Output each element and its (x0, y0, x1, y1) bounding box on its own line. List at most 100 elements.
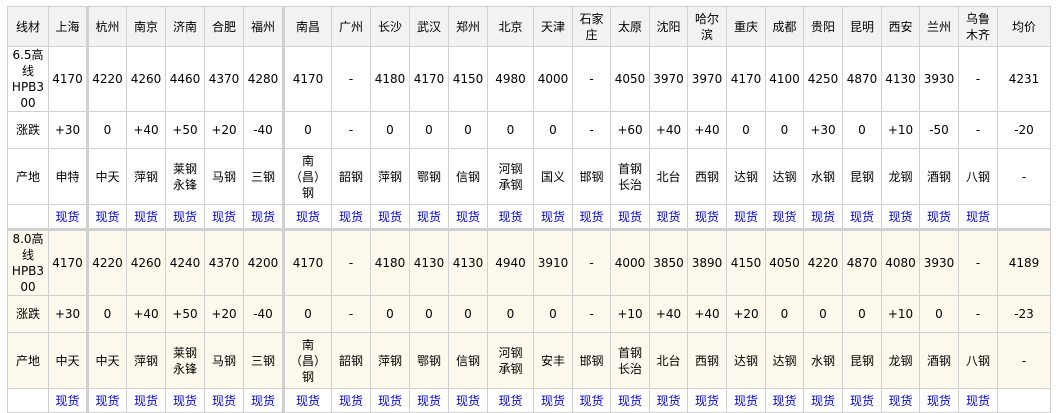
price-row: 8.0高 线HPB3 00 4170 4220 4260 4240 4370 4200 417… (7, 228, 1051, 296)
spot-price-link[interactable]: 现货 (172, 209, 197, 224)
price-cell: 4189 (997, 228, 1051, 296)
spot-price-link[interactable]: 现货 (733, 209, 758, 224)
link-cell: 现货 (409, 204, 449, 230)
spot-price-link[interactable]: 现货 (295, 393, 320, 408)
header-row: 线材 上海 杭州 南京 济南 合肥 福州 南昌 广州 长沙 武汉 郑州 北京 天津 石家 庄太原 沈阳 哈尔 滨… (7, 6, 1051, 47)
header-city: 兰州 (919, 6, 959, 47)
origin-cell: 萍钢 (126, 148, 166, 205)
spot-price-link[interactable]: 现货 (965, 393, 990, 408)
spot-price-link[interactable]: 现货 (694, 393, 719, 408)
link-cell: 现货 (165, 388, 205, 413)
spot-price-link[interactable]: 现货 (250, 209, 275, 224)
price-cell: 3970 (649, 46, 688, 112)
link-cell: 现货 (533, 388, 573, 413)
change-cell: 0 (803, 295, 843, 333)
spot-price-link[interactable]: 现货 (617, 209, 642, 224)
link-cell: 现货 (204, 388, 244, 413)
price-cell: 4050 (765, 228, 804, 296)
header-city: 南昌 (282, 6, 332, 47)
header-city: 上海 (48, 6, 88, 47)
spot-price-link[interactable]: 现货 (540, 209, 565, 224)
spot-price-link[interactable]: 现货 (55, 393, 80, 408)
spot-price-link[interactable]: 现货 (211, 209, 236, 224)
link-cell (997, 388, 1051, 413)
spot-price-link[interactable]: 现货 (579, 209, 604, 224)
spot-price-link[interactable]: 现货 (498, 209, 523, 224)
spot-price-link[interactable]: 现货 (810, 393, 835, 408)
spot-price-link[interactable]: 现货 (377, 393, 402, 408)
spot-price-link[interactable]: 现货 (455, 393, 480, 408)
spot-price-link[interactable]: 现货 (540, 393, 565, 408)
spot-price-link[interactable]: 现货 (416, 209, 441, 224)
spot-price-link[interactable]: 现货 (295, 209, 320, 224)
spot-price-link[interactable]: 现货 (656, 209, 681, 224)
spot-price-link[interactable]: 现货 (95, 209, 120, 224)
spot-price-link[interactable]: 现货 (133, 209, 158, 224)
change-cell: +10 (610, 295, 650, 333)
price-cell: 4180 (370, 228, 410, 296)
spot-price-link[interactable]: 现货 (888, 209, 913, 224)
price-cell: 4240 (165, 228, 205, 296)
spot-price-link[interactable]: 现货 (772, 209, 797, 224)
link-cell: 现货 (243, 204, 284, 230)
link-cell: 现货 (165, 204, 205, 230)
origin-cell: 莱钢 永锋 (165, 332, 205, 389)
spot-price-link[interactable]: 现货 (694, 209, 719, 224)
spot-price-link[interactable]: 现货 (926, 393, 951, 408)
price-cell: 4231 (997, 46, 1051, 112)
spot-price-link[interactable]: 现货 (95, 393, 120, 408)
link-cell: 现货 (204, 204, 244, 230)
origin-cell: 河钢 承钢 (487, 332, 534, 389)
spot-price-link[interactable]: 现货 (772, 393, 797, 408)
link-cell: 现货 (331, 388, 371, 413)
change-cell: 0 (448, 111, 488, 149)
change-cell: +50 (165, 111, 205, 149)
spot-price-link[interactable]: 现货 (55, 209, 80, 224)
spot-price-link[interactable]: 现货 (926, 209, 951, 224)
spot-price-link[interactable]: 现货 (617, 393, 642, 408)
origin-cell: 鄂钢 (409, 148, 449, 205)
price-row: 6.5高 线HPB3 00 4170 4220 4260 4460 4370 4280 417… (7, 46, 1051, 112)
empty-cell (7, 204, 49, 230)
link-cell: 现货 (448, 204, 488, 230)
spot-price-link[interactable]: 现货 (849, 209, 874, 224)
link-cell: 现货 (958, 388, 998, 413)
header-city: 重庆 (726, 6, 766, 47)
spot-price-link[interactable]: 现货 (733, 393, 758, 408)
link-cell: 现货 (919, 204, 959, 230)
spot-price-link[interactable]: 现货 (965, 209, 990, 224)
link-cell: 现货 (649, 204, 688, 230)
spot-price-link[interactable]: 现货 (888, 393, 913, 408)
spot-price-link[interactable]: 现货 (416, 393, 441, 408)
link-cell: 现货 (687, 388, 727, 413)
spot-price-link[interactable]: 现货 (172, 393, 197, 408)
price-cell: 4130 (409, 228, 449, 296)
change-cell: - (958, 111, 998, 149)
price-cell: 4050 (610, 46, 650, 112)
spot-price-link[interactable]: 现货 (211, 393, 236, 408)
change-cell: +10 (881, 295, 920, 333)
spot-price-link[interactable]: 现货 (849, 393, 874, 408)
spot-price-link[interactable]: 现货 (810, 209, 835, 224)
link-cell: 现货 (687, 204, 727, 230)
spot-price-link[interactable]: 现货 (377, 209, 402, 224)
change-cell: - (331, 111, 371, 149)
header-city: 南京 (126, 6, 166, 47)
price-cell: 4980 (487, 46, 534, 112)
link-cell: 现货 (881, 388, 920, 413)
price-cell: 4170 (726, 46, 766, 112)
spot-price-link[interactable]: 现货 (455, 209, 480, 224)
price-cell: 4220 (86, 228, 127, 296)
spot-price-link[interactable]: 现货 (250, 393, 275, 408)
price-cell: 4170 (282, 46, 332, 112)
spot-price-link[interactable]: 现货 (656, 393, 681, 408)
spot-price-link[interactable]: 现货 (338, 393, 363, 408)
price-cell: 3930 (919, 46, 959, 112)
spot-price-link[interactable]: 现货 (338, 209, 363, 224)
link-cell: 现货 (765, 204, 804, 230)
header-city: 长沙 (370, 6, 410, 47)
spot-price-link[interactable]: 现货 (579, 393, 604, 408)
spot-price-link[interactable]: 现货 (133, 393, 158, 408)
change-cell: +20 (726, 295, 766, 333)
spot-price-link[interactable]: 现货 (498, 393, 523, 408)
